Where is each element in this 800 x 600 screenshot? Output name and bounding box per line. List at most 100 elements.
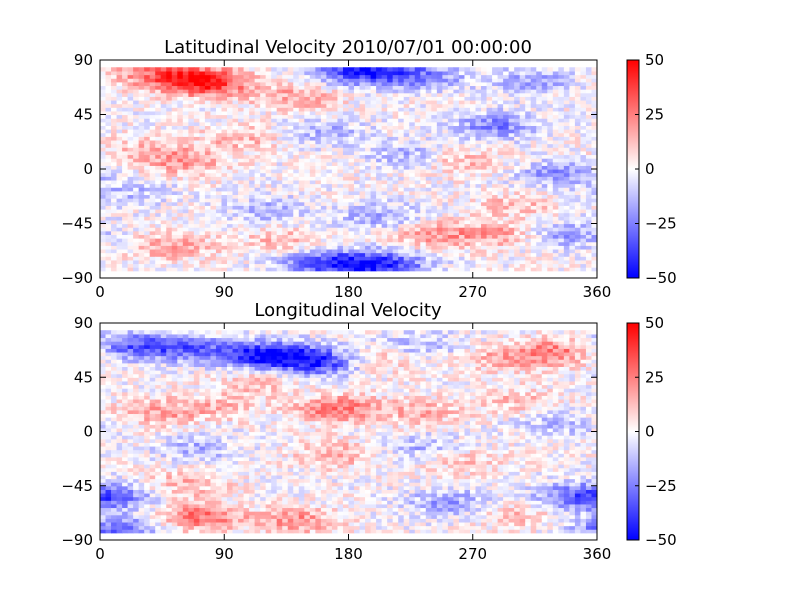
heatmap-cell <box>453 179 460 185</box>
heatmap-cell <box>403 230 410 235</box>
heatmap-cell <box>221 85 228 90</box>
heatmap-cell <box>354 223 361 228</box>
heatmap-cell <box>155 96 162 101</box>
heatmap-cell <box>155 263 162 268</box>
heatmap-cell <box>552 125 559 130</box>
heatmap-cell <box>160 143 167 148</box>
heatmap-cell <box>127 238 134 243</box>
heatmap-cell <box>469 110 477 116</box>
heatmap-cell <box>210 121 217 126</box>
heatmap-cell <box>552 194 559 199</box>
heatmap-cell <box>547 67 554 72</box>
heatmap-cell <box>204 136 212 141</box>
heatmap-cell <box>409 241 416 246</box>
heatmap-cell <box>414 263 421 268</box>
heatmap-cell <box>282 78 289 83</box>
heatmap-cell <box>503 129 510 134</box>
heatmap-cell <box>403 78 410 83</box>
heatmap-cell <box>497 114 504 119</box>
heatmap-cell <box>458 165 466 170</box>
heatmap-cell <box>469 150 477 156</box>
heatmap-cell <box>320 125 328 130</box>
heatmap-cell <box>320 230 328 235</box>
heatmap-cell <box>331 201 339 206</box>
heatmap-cell <box>530 198 537 203</box>
heatmap-cell <box>453 129 460 134</box>
heatmap-cell <box>298 179 305 185</box>
heatmap-cell <box>547 161 554 166</box>
heatmap-cell <box>315 89 322 94</box>
heatmap-cell <box>354 85 361 90</box>
heatmap-cell <box>376 187 383 192</box>
heatmap-cell <box>409 223 416 228</box>
heatmap-cell <box>519 169 526 174</box>
heatmap-cell <box>514 201 521 206</box>
heatmap-cell <box>271 99 278 105</box>
heatmap-cell <box>298 89 305 94</box>
heatmap-cell <box>354 263 361 268</box>
heatmap-cell <box>188 136 195 141</box>
heatmap-cell <box>409 150 416 156</box>
heatmap-cell <box>105 92 112 97</box>
heatmap-cell <box>293 114 300 119</box>
heatmap-cell <box>243 187 250 192</box>
heatmap-cell <box>309 110 316 116</box>
heatmap-cell <box>199 234 206 239</box>
heatmap-cell <box>271 107 278 112</box>
heatmap-cell <box>436 118 443 123</box>
heatmap-cell <box>293 67 300 72</box>
heatmap-cell <box>304 256 311 261</box>
heatmap-cell <box>304 89 311 94</box>
heatmap-cell <box>403 223 410 228</box>
heatmap-cell <box>105 187 112 192</box>
heatmap-cell <box>238 89 245 94</box>
heatmap-cell <box>425 78 432 83</box>
heatmap-cell <box>122 165 129 170</box>
heatmap-cell <box>166 110 173 116</box>
heatmap-cell <box>497 143 504 148</box>
heatmap-cell <box>519 118 526 123</box>
heatmap-cell <box>392 150 399 156</box>
heatmap-cell <box>331 165 339 170</box>
heatmap-cell <box>387 241 394 246</box>
heatmap-cell <box>265 165 272 170</box>
heatmap-cell <box>541 70 548 76</box>
heatmap-cell <box>309 176 316 181</box>
heatmap-cell <box>287 150 294 156</box>
heatmap-cell <box>293 143 300 148</box>
heatmap-cell <box>204 252 212 257</box>
heatmap-cell <box>260 129 267 134</box>
heatmap-cell <box>265 256 272 261</box>
heatmap-cell <box>464 139 471 145</box>
heatmap-cell <box>458 216 466 221</box>
heatmap-cell <box>193 208 200 214</box>
heatmap-cell <box>442 165 449 170</box>
heatmap-cell <box>215 129 223 134</box>
heatmap-cell <box>475 114 482 119</box>
heatmap-cell <box>370 78 377 83</box>
heatmap-cell <box>442 208 449 214</box>
heatmap-cell <box>398 96 405 101</box>
heatmap-cell <box>431 78 438 83</box>
heatmap-cell <box>337 81 344 87</box>
heatmap-cell <box>469 263 477 268</box>
heatmap-cell <box>315 139 322 145</box>
heatmap-cell <box>486 198 493 203</box>
heatmap-cell <box>508 252 515 257</box>
heatmap-cell <box>320 259 328 265</box>
heatmap-cell <box>260 81 267 87</box>
heatmap-cell <box>149 78 156 83</box>
heatmap-cell <box>409 121 416 126</box>
heatmap-cell <box>420 161 427 166</box>
heatmap-cell <box>409 172 416 177</box>
heatmap-cell <box>309 201 316 206</box>
heatmap-cell <box>354 110 361 116</box>
heatmap-cell <box>442 176 449 181</box>
heatmap-cell <box>392 201 399 206</box>
heatmap-cell <box>420 78 427 83</box>
heatmap-cell <box>519 154 526 159</box>
heatmap-cell <box>249 110 256 116</box>
heatmap-cell <box>293 205 300 210</box>
heatmap-cell <box>276 194 283 199</box>
heatmap-cell <box>464 147 471 152</box>
